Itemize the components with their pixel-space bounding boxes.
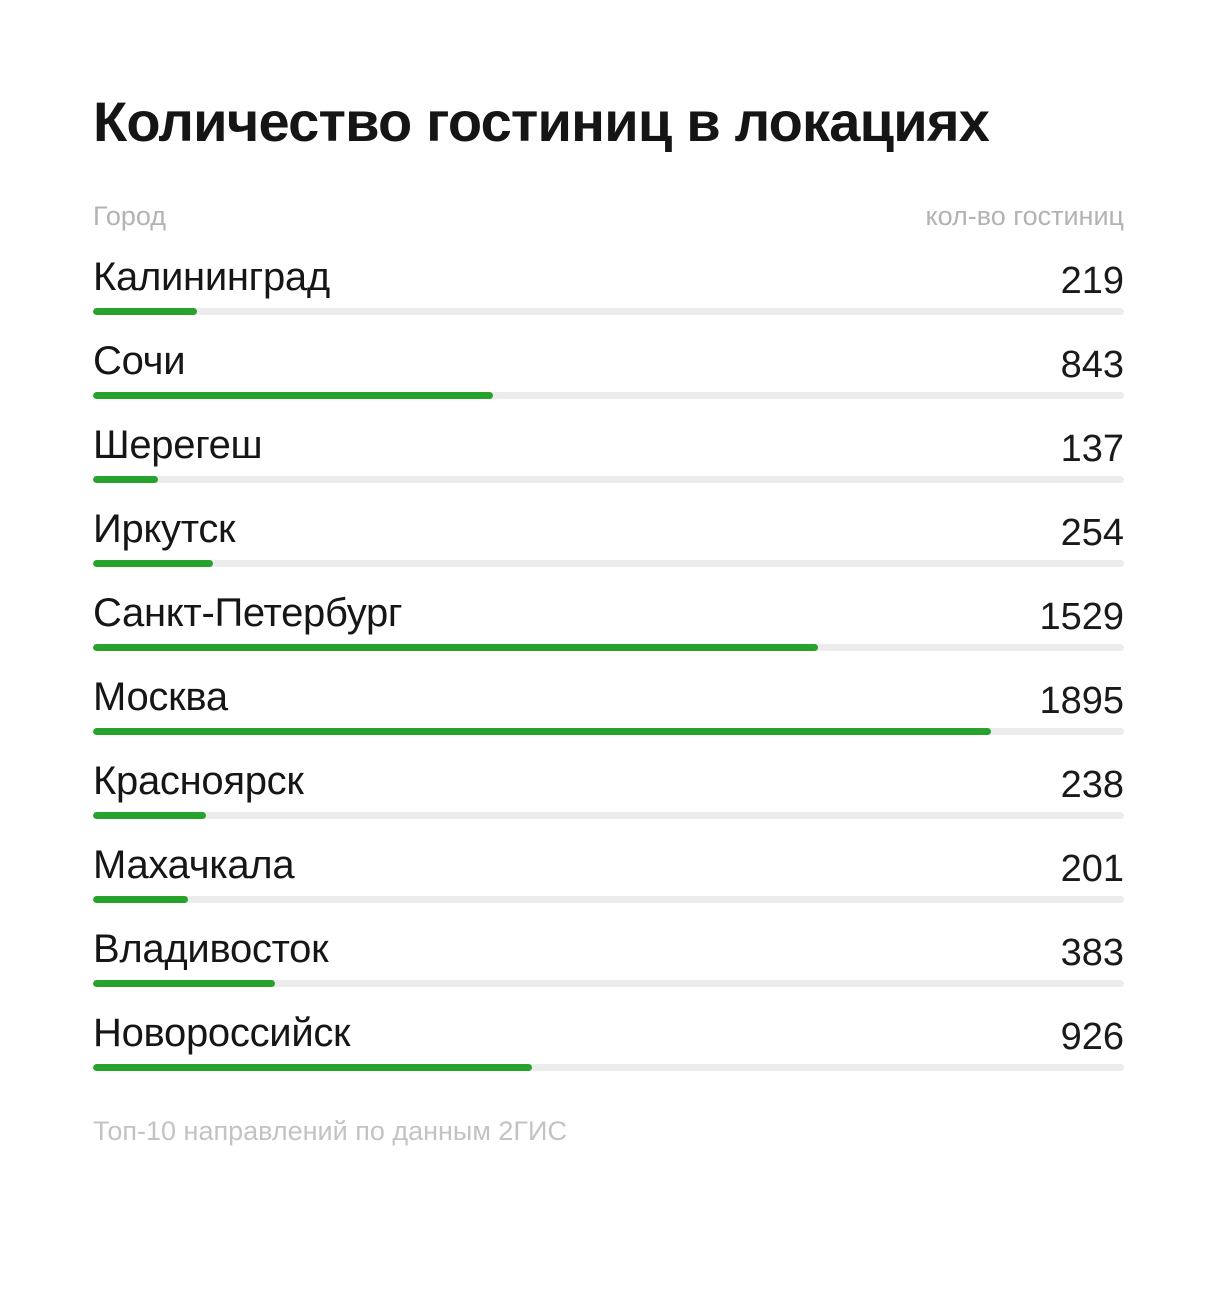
city-label: Сочи [93,339,186,384]
city-label: Махачкала [93,843,295,888]
column-headers: Город кол-во гостиниц [93,201,1124,232]
bar-track [93,560,1124,568]
bar-fill [93,812,206,820]
city-row-line: Санкт-Петербург 1529 [93,590,1124,639]
city-row: Калининград 219 [93,254,1124,338]
hotel-count-value: 1529 [1039,596,1124,639]
city-label: Красноярск [93,759,304,804]
bar-fill [93,644,818,652]
city-row: Сочи 843 [93,338,1124,422]
bar-fill [93,392,493,400]
bar-fill [93,896,189,904]
hotel-count-value: 238 [1060,764,1124,807]
city-row: Махачкала 201 [93,842,1124,926]
city-row: Владивосток 383 [93,926,1124,1010]
hotel-count-value: 219 [1060,260,1124,303]
city-label: Новороссийск [93,1011,351,1056]
count-column-header: кол-во гостиниц [925,201,1124,232]
bar-track [93,812,1124,820]
city-row: Москва 1895 [93,674,1124,758]
bar-track [93,980,1124,988]
city-row-line: Калининград 219 [93,254,1124,303]
bar-fill [93,728,992,736]
city-label: Владивосток [93,927,329,972]
hotel-count-value: 1895 [1039,680,1124,723]
city-label: Калининград [93,255,330,300]
city-row: Иркутск 254 [93,506,1124,590]
city-row-line: Шерегеш 137 [93,422,1124,471]
bar-fill [93,476,158,484]
hotel-count-value: 137 [1060,428,1124,471]
city-row: Красноярск 238 [93,758,1124,842]
bar-track [93,644,1124,652]
bar-track [93,308,1124,316]
hotel-count-infographic: Количество гостиниц в локациях Город кол… [0,88,1216,1147]
city-row-line: Иркутск 254 [93,506,1124,555]
hotel-count-value: 201 [1060,848,1124,891]
bar-fill [93,560,214,568]
hotel-count-value: 254 [1060,512,1124,555]
bar-track [93,476,1124,484]
bar-track [93,1064,1124,1072]
city-row-line: Новороссийск 926 [93,1010,1124,1059]
page-title: Количество гостиниц в локациях [93,90,990,153]
city-row-line: Владивосток 383 [93,926,1124,975]
hotel-count-value: 383 [1060,932,1124,975]
hotel-count-value: 843 [1060,344,1124,387]
source-note: Топ-10 направлений по данным 2ГИС [93,1116,567,1147]
city-label: Шерегеш [93,423,263,468]
city-row: Новороссийск 926 [93,1010,1124,1094]
bar-fill [93,308,197,316]
city-row-line: Москва 1895 [93,674,1124,723]
city-label: Иркутск [93,507,236,552]
city-row: Шерегеш 137 [93,422,1124,506]
city-row: Санкт-Петербург 1529 [93,590,1124,674]
city-bar-list: Калининград 219 Сочи 843 Шерегеш 137 Ирк… [93,254,1124,1094]
city-label: Москва [93,675,228,720]
bar-track [93,392,1124,400]
city-label: Санкт-Петербург [93,591,403,636]
bar-fill [93,1064,532,1072]
bar-track [93,896,1124,904]
bar-fill [93,980,275,988]
city-column-header: Город [93,201,167,232]
city-row-line: Сочи 843 [93,338,1124,387]
city-row-line: Махачкала 201 [93,842,1124,891]
hotel-count-value: 926 [1060,1016,1124,1059]
bar-track [93,728,1124,736]
city-row-line: Красноярск 238 [93,758,1124,807]
